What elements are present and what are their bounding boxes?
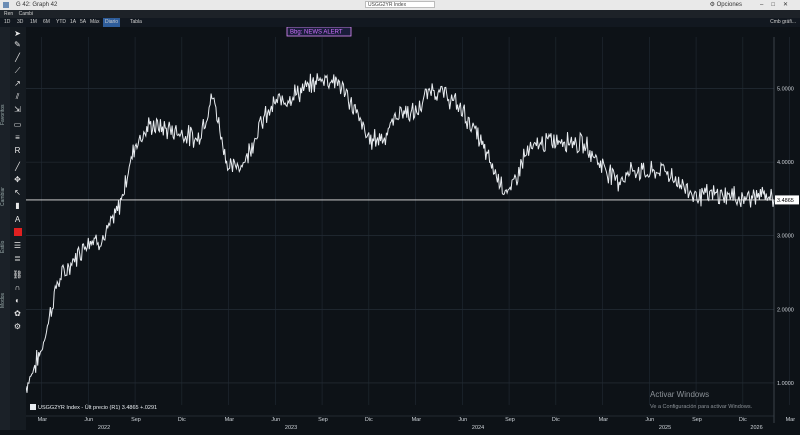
- x-tick-label: Jun: [84, 417, 93, 423]
- menu-item-cambi[interactable]: Cambi: [18, 11, 34, 17]
- menu-item-ren[interactable]: Ren: [4, 11, 14, 17]
- chart-grid: [26, 37, 790, 405]
- rectangle-icon[interactable]: ▭: [13, 120, 22, 129]
- range-1a[interactable]: 1A: [70, 19, 77, 25]
- line-tool-icon[interactable]: ╱: [15, 162, 20, 171]
- y-axis: 1.0000 2.0000 3.0000 4.0000 5.0000: [773, 37, 794, 423]
- range-3d[interactable]: 3D: [17, 19, 24, 25]
- x-year-label: 2025: [659, 425, 671, 430]
- text-tool-icon[interactable]: R: [14, 146, 21, 155]
- range-6m[interactable]: 6M: [43, 19, 50, 25]
- x-tick-label: Dic: [552, 417, 560, 423]
- modes-section-label[interactable]: Modos: [0, 292, 6, 308]
- interval-dropdown[interactable]: Diario: [103, 18, 121, 27]
- news-alert-badge: Bbg: NEWS ALERT: [286, 26, 352, 37]
- range-bar: 1D 3D 1M 6M YTD 1A 5A Máx Diario Tabla C…: [0, 18, 800, 27]
- y-tick-label: 4.0000: [777, 160, 794, 166]
- x-year-label: 2026: [750, 425, 762, 430]
- chart-area[interactable]: 1.0000 2.0000 3.0000 4.0000 5.0000 Mar Jun Sep…: [25, 26, 800, 431]
- x-year-label: 2022: [98, 425, 110, 430]
- font-icon[interactable]: A: [14, 215, 21, 224]
- x-tick-label: Mar: [599, 417, 609, 423]
- maximize-icon[interactable]: □: [771, 2, 783, 8]
- x-year-label: 2024: [472, 425, 484, 430]
- security-input[interactable]: USGG2YR Index: [365, 1, 435, 8]
- fib-icon[interactable]: ≡: [15, 133, 20, 142]
- x-tick-label: Sep: [505, 417, 515, 423]
- price-chart[interactable]: 1.0000 2.0000 3.0000 4.0000 5.0000 Mar Jun Sep…: [25, 26, 800, 431]
- segment-icon[interactable]: ⟋: [14, 66, 21, 75]
- range-1d[interactable]: 1D: [4, 19, 11, 25]
- x-tick-label: Sep: [318, 417, 328, 423]
- x-tick-label: Sep: [692, 417, 702, 423]
- link-icon[interactable]: ⛓: [12, 270, 23, 279]
- window-controls: –□✕: [760, 0, 796, 10]
- window-titlebar: G 42: Graph 42 USGG2YR Index ⚙ Opciones …: [0, 0, 800, 10]
- x-axis: Mar Jun Sep Dic Mar Jun Sep Dic Mar Jun Sep Dic Mar J…: [26, 415, 796, 431]
- watermark-title: Activar Windows: [650, 390, 709, 399]
- x-tick-label: Dic: [178, 417, 186, 423]
- x-tick-label: Dic: [365, 417, 373, 423]
- x-tick-label: Mar: [412, 417, 422, 423]
- line-style-icon[interactable]: ≣: [14, 254, 21, 263]
- options-label: Opciones: [716, 2, 742, 8]
- legend-label: USGG2YR Index - Últ precio (R1) 3.4865 +…: [38, 404, 157, 411]
- y-tick-label: 1.0000: [777, 381, 794, 387]
- drawing-tools: ➤ ✎ ╱ ⟋ ↗ ⫽ ⇲ ▭ ≡ R ╱ ✥ ↖ ▮ A ☰ ≣ ⛓ ∩ ◐ …: [10, 27, 26, 430]
- color-swatch-icon[interactable]: [12, 228, 23, 238]
- watermark-subtitle: Ve a Configuración para activar Windows.: [650, 404, 753, 410]
- range-1m[interactable]: 1M: [30, 19, 37, 25]
- ray-icon[interactable]: ↗: [14, 79, 21, 88]
- sync-icon[interactable]: ◐: [15, 296, 20, 305]
- range-5a[interactable]: 5A: [80, 19, 87, 25]
- x-tick-label: Mar: [38, 417, 48, 423]
- series-line-usgg2yr: [25, 73, 775, 393]
- move-icon[interactable]: ✥: [14, 175, 21, 184]
- minimize-icon[interactable]: –: [760, 2, 772, 8]
- news-alert-label: Bbg: NEWS ALERT: [290, 30, 343, 36]
- chart-options-dropdown[interactable]: Cmb gráfi...: [770, 19, 796, 25]
- x-tick-label: Jun: [271, 417, 280, 423]
- x-tick-label: Dic: [739, 417, 747, 423]
- trend-line-icon[interactable]: ╱: [15, 53, 20, 62]
- style-section-label[interactable]: Estilo: [0, 240, 6, 254]
- range-ytd[interactable]: YTD: [56, 19, 66, 25]
- x-year-label: 2023: [285, 425, 297, 430]
- palette-icon[interactable]: ✿: [14, 309, 21, 318]
- y-tick-label: 3.0000: [777, 234, 794, 240]
- pencil-icon[interactable]: ✎: [14, 40, 21, 49]
- legend: USGG2YR Index - Últ precio (R1) 3.4865 +…: [30, 404, 157, 411]
- side-toolbar: Favoritos Cambiar Estilo Modos: [0, 27, 10, 430]
- change-section-label[interactable]: Cambiar: [0, 187, 6, 207]
- settings-gear-icon[interactable]: ⚙: [13, 322, 22, 331]
- x-tick-label: Jun: [645, 417, 654, 423]
- favorites-section-label[interactable]: Favoritos: [0, 104, 6, 126]
- cursor-icon[interactable]: ➤: [14, 29, 21, 38]
- current-value-tag: 3.4865: [775, 195, 799, 205]
- view-table-button[interactable]: Tabla: [130, 19, 142, 25]
- x-tick-label: Sep: [131, 417, 141, 423]
- range-max[interactable]: Máx: [90, 19, 100, 25]
- close-icon[interactable]: ✕: [782, 2, 796, 8]
- app-icon: [3, 2, 9, 8]
- select-icon[interactable]: ↖: [14, 188, 21, 197]
- window-title: G 42: Graph 42: [16, 2, 58, 8]
- x-tick-label: Mar: [225, 417, 235, 423]
- x-tick-label: Mar: [786, 417, 796, 423]
- line-weight-icon[interactable]: ☰: [13, 241, 22, 250]
- menu-bar: Ren Cambi: [0, 10, 800, 18]
- current-value-label: 3.4865: [777, 198, 794, 204]
- y-tick-label: 2.0000: [777, 307, 794, 313]
- eraser-icon[interactable]: ▮: [15, 201, 20, 210]
- measure-icon[interactable]: ⇲: [14, 105, 21, 114]
- y-tick-label: 5.0000: [777, 87, 794, 93]
- magnet-icon[interactable]: ∩: [14, 283, 21, 292]
- options-button[interactable]: ⚙ Opciones: [709, 2, 742, 8]
- x-tick-label: Jun: [458, 417, 467, 423]
- channel-icon[interactable]: ⫽: [15, 92, 20, 101]
